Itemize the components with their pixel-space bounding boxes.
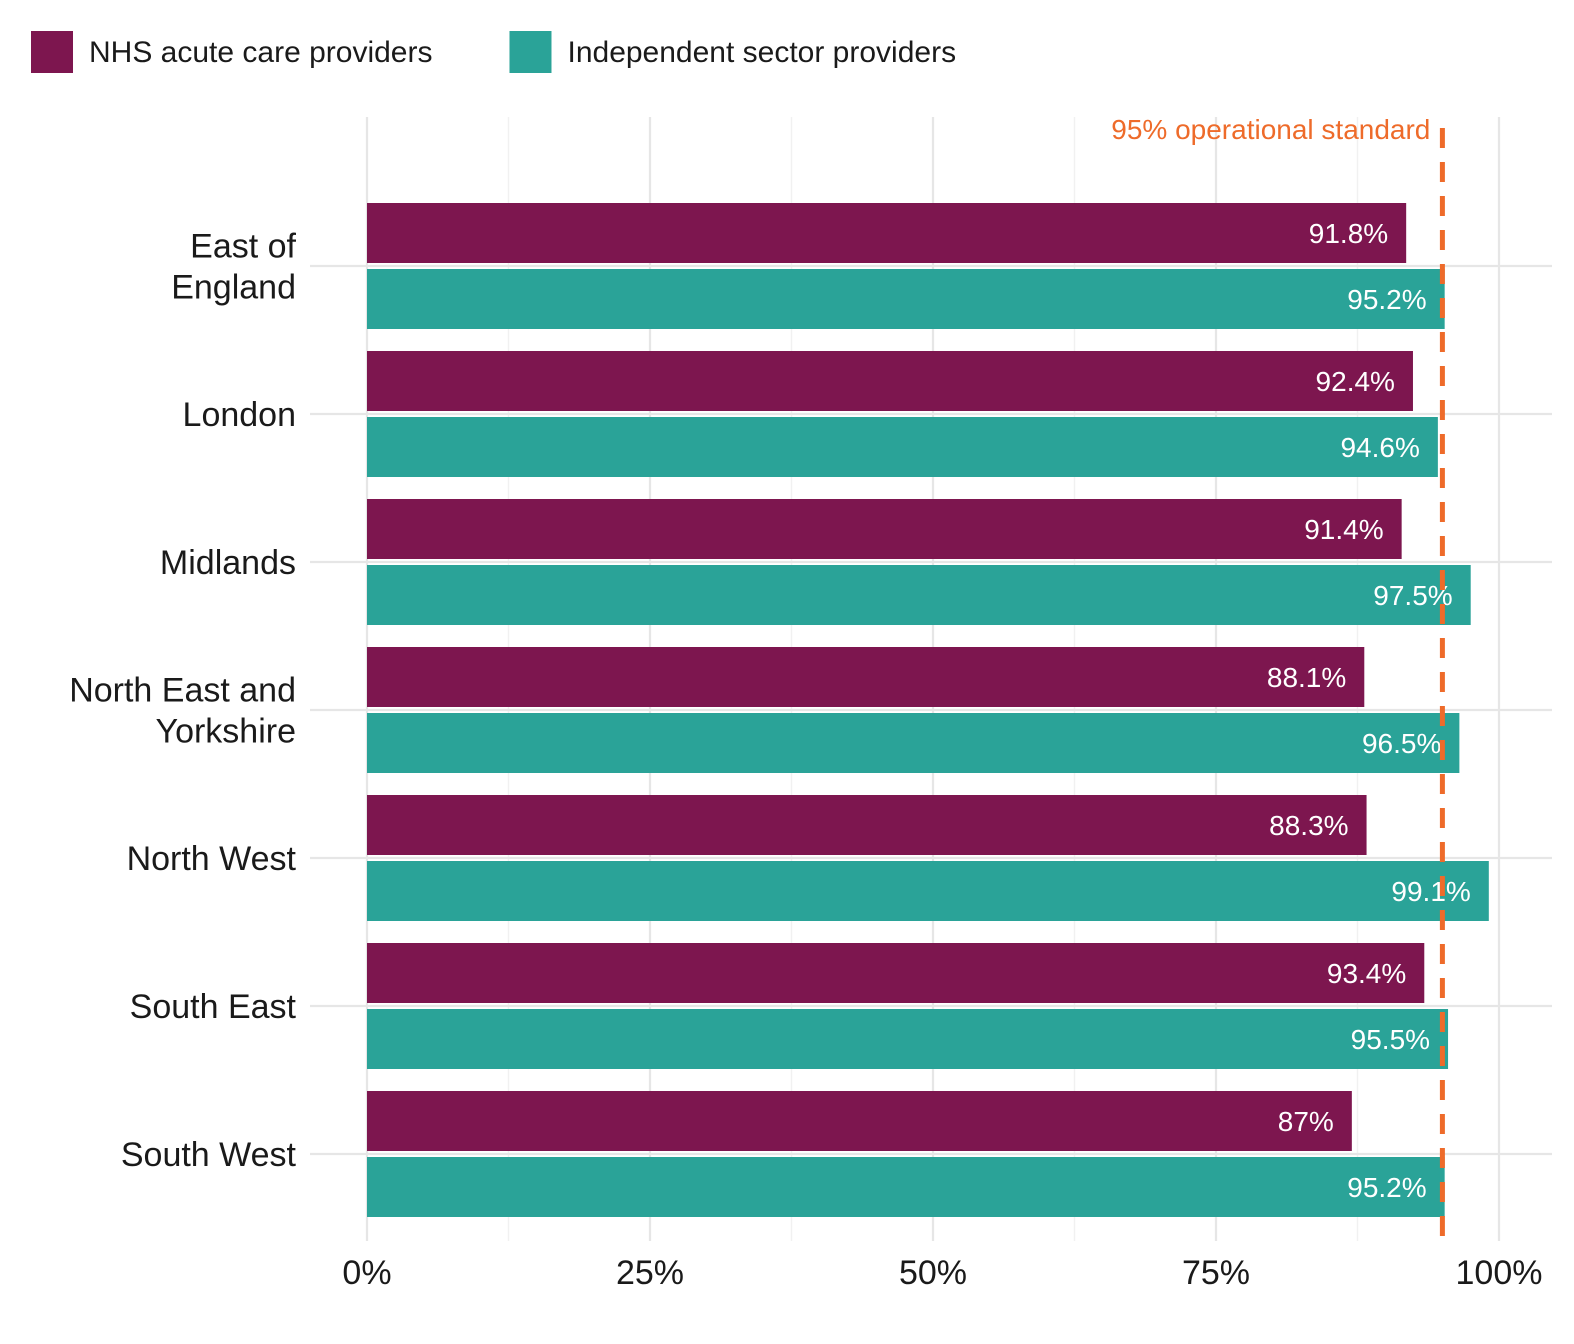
x-tick-label: 50% [899,1254,967,1292]
bar [367,861,1489,921]
bar-value-label: 95.2% [1347,284,1426,315]
category-label-line: East of [190,228,296,266]
bar [367,269,1445,329]
bar [367,647,1365,707]
bar [367,1009,1449,1069]
reference-line-group: 95% operational standard [1111,114,1445,1241]
bar-value-label: 94.6% [1340,432,1419,463]
category-label-line: North East and [69,672,296,710]
bar [367,795,1367,855]
category-label-line: South East [130,988,297,1026]
category-label: East of England [171,228,296,307]
category-label-line: North West [127,840,297,878]
bar-value-label: 93.4% [1327,958,1406,989]
x-axis-tick-labels: 0% 25% 50% 75% 100% [342,1254,1542,1292]
x-tick-label: 100% [1456,1254,1543,1292]
bar [367,943,1425,1003]
legend-label: Independent sector providers [567,36,956,69]
bar [367,713,1460,773]
category-labels: East of England London Midlands North East a… [69,228,296,1175]
reference-line-label: 95% operational standard [1111,114,1430,145]
bar-value-label: 95.2% [1347,1172,1426,1203]
bar-value-label: 99.1% [1391,876,1470,907]
category-label: London [183,396,296,434]
bar-value-label: 95.5% [1351,1024,1430,1055]
bar [367,565,1471,625]
bar-value-label: 91.4% [1304,514,1383,545]
bar [367,1157,1445,1217]
category-label-line: London [183,396,296,434]
x-tick-label: 75% [1182,1254,1250,1292]
bar [367,417,1438,477]
bar-value-label: 88.1% [1267,662,1346,693]
x-tick-label: 0% [342,1254,391,1292]
x-tick-label: 25% [616,1254,684,1292]
legend-label: NHS acute care providers [89,36,432,69]
bar-value-label: 88.3% [1269,810,1348,841]
category-label: South East [130,988,297,1026]
category-label-line: England [171,269,296,307]
bar-value-label: 92.4% [1316,366,1395,397]
category-label-line: Midlands [160,544,296,582]
category-label: South West [121,1136,297,1174]
category-label-line: South West [121,1136,297,1174]
legend: NHS acute care providers Independent sect… [31,31,956,73]
category-label-line: Yorkshire [156,713,296,751]
legend-swatch [509,31,552,73]
legend-swatch [31,31,73,73]
bar-value-label: 91.8% [1309,218,1388,249]
bar [367,499,1402,559]
bar-value-label: 97.5% [1373,580,1452,611]
bar [367,1091,1352,1151]
bar-value-label: 96.5% [1362,728,1441,759]
bar-value-label: 87% [1278,1106,1334,1137]
bar [367,351,1413,411]
category-label: North West [127,840,297,878]
bars: 91.8% 95.2% 92.4% 94.6% 91.4% 97.5% 88.1% 96.5%… [367,203,1489,1217]
bar [367,203,1407,263]
category-label: North East and Yorkshire [69,672,296,751]
category-label: Midlands [160,544,296,582]
